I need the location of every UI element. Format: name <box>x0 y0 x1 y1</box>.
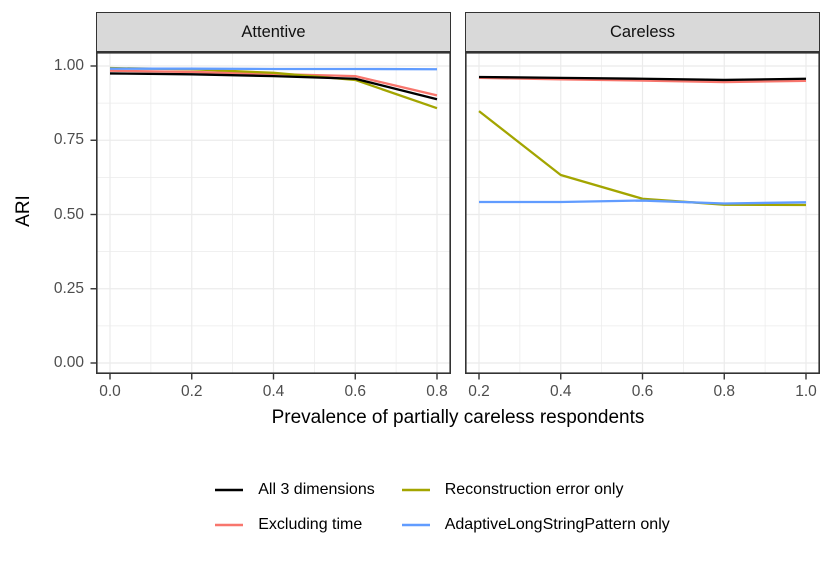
y-axis-ticks <box>90 65 96 364</box>
series-line <box>478 110 807 207</box>
major-gridlines <box>96 52 451 374</box>
x-tick-label: 0.8 <box>426 383 448 400</box>
facet-panel-careless: Careless 0.2 0.4 0.6 0.8 1.0 <box>465 12 820 400</box>
x-axis-title: Prevalence of partially careless respond… <box>271 407 645 428</box>
x-tick-label: 0.8 <box>713 383 735 400</box>
legend-item-excluding-time: Excluding time <box>214 516 375 534</box>
x-tick-label: 0.2 <box>468 383 490 400</box>
facet-title: Careless <box>609 22 676 41</box>
legend-grid: All 3 dimensions Reconstruction error on… <box>214 481 670 534</box>
legend-label: AdaptiveLongStringPattern only <box>444 516 670 533</box>
y-axis-title: ARI <box>13 195 34 227</box>
x-tick-label: 0.4 <box>263 383 285 400</box>
major-gridlines <box>465 52 820 374</box>
series-line <box>109 69 438 97</box>
legend-key-line <box>215 488 244 492</box>
series-line <box>479 199 807 205</box>
legend-item-reconstruction-error-only: Reconstruction error only <box>401 481 670 499</box>
x-tick-label: 0.4 <box>550 383 572 400</box>
x-tick-label: 0.0 <box>99 383 121 400</box>
y-tick-label: 0.75 <box>53 131 84 149</box>
panel-border <box>96 52 451 374</box>
y-tick-label: 0.00 <box>53 354 84 371</box>
plot-area-careless: 0.2 0.4 0.6 0.8 1.0 <box>465 52 820 400</box>
series-line <box>478 76 807 84</box>
series-line <box>110 67 438 71</box>
x-tick-label: 0.2 <box>181 383 203 400</box>
facet-panel-attentive: Attentive 0.0 0.2 0.4 0.6 0.8 <box>96 12 451 400</box>
legend-label: All 3 dimensions <box>258 481 375 498</box>
panel-border <box>465 52 820 374</box>
y-tick-label: 0.50 <box>53 205 84 223</box>
legend-label: Excluding time <box>258 516 363 533</box>
legend-item-all-3-dimensions: All 3 dimensions <box>214 481 375 499</box>
y-tick-label: 1.00 <box>53 57 84 74</box>
y-tick-label: 0.25 <box>53 279 84 297</box>
x-tick-label: 0.6 <box>632 383 654 400</box>
facet-strip-careless: Careless <box>465 12 820 52</box>
x-tick-label: 0.6 <box>344 383 366 400</box>
facet-title: Attentive <box>241 22 306 41</box>
series-line <box>109 72 438 101</box>
legend-item-adaptivelongstringpattern-only: AdaptiveLongStringPattern only <box>401 516 670 534</box>
legend: All 3 dimensions Reconstruction error on… <box>70 481 814 534</box>
legend-key-line <box>215 523 244 527</box>
plot-area-attentive: 0.0 0.2 0.4 0.6 0.8 <box>96 52 451 400</box>
legend-key-line <box>401 488 430 492</box>
legend-key-line <box>401 523 430 527</box>
facet-strip-attentive: Attentive <box>96 12 451 52</box>
legend-label: Reconstruction error only <box>444 481 624 498</box>
x-tick-label: 1.0 <box>795 383 817 400</box>
series-line <box>478 75 807 82</box>
